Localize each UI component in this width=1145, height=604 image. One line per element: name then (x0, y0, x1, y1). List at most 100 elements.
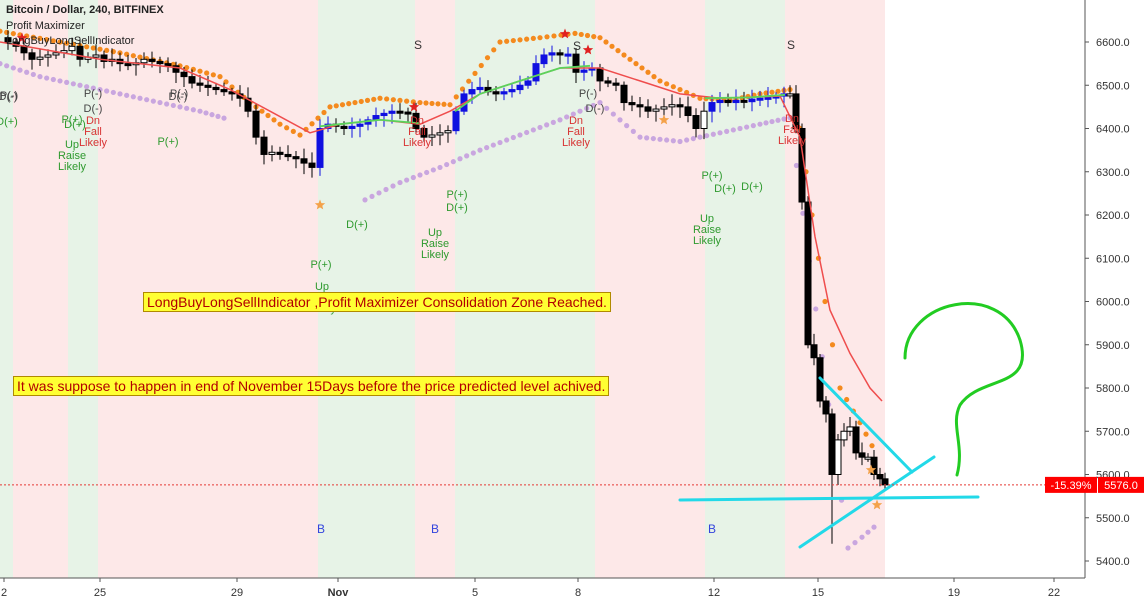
stop-dot (453, 94, 459, 100)
stop-dot (657, 136, 663, 142)
up-raise-likely-label: Up (315, 281, 329, 293)
bull-zone (455, 0, 595, 578)
candle (684, 96, 692, 123)
candle-body (881, 478, 889, 486)
indicator-label-profit-maximizer[interactable]: Profit Maximizer (6, 20, 85, 32)
candle (834, 434, 842, 486)
stop-dot (837, 385, 843, 391)
candle-body (540, 54, 548, 65)
candle-body (724, 99, 732, 104)
stop-dot (551, 33, 557, 39)
candle-body (846, 426, 854, 432)
candle-body (436, 132, 444, 136)
stop-dot (376, 190, 382, 196)
candle (516, 75, 524, 95)
buy-star-icon (314, 199, 326, 210)
candle (692, 108, 700, 138)
stop-dot (744, 124, 750, 130)
stop-dot (775, 117, 781, 123)
candle-body (612, 82, 620, 86)
candle-body (412, 112, 420, 130)
stop-dot (510, 134, 516, 141)
stop-dot (717, 130, 723, 136)
stop-dot (577, 108, 583, 114)
stop-dot (852, 540, 858, 546)
dn-fall-likely-label: Likely (403, 137, 432, 149)
candle (396, 103, 404, 120)
candle-body (652, 108, 660, 112)
candle-body (524, 80, 532, 86)
stop-dot (633, 61, 639, 67)
stop-dot (217, 74, 223, 80)
d-minus-label: D(-) (169, 91, 188, 103)
stop-dot (517, 132, 523, 138)
candle-body (798, 128, 806, 203)
stop-dot (339, 102, 346, 108)
candle-body (708, 102, 716, 112)
candle (348, 117, 356, 138)
stop-dot (30, 34, 36, 40)
stop-dot (564, 114, 570, 120)
bear-zone (415, 0, 455, 578)
candle (822, 396, 830, 423)
candle (644, 99, 652, 118)
candle-body (500, 91, 508, 95)
candle-body (20, 45, 28, 54)
candle-body (52, 52, 60, 56)
stop-dot (297, 132, 303, 138)
candle (36, 49, 44, 66)
stop-dot (470, 150, 476, 156)
stop-dot (597, 99, 603, 106)
stop-dot (490, 142, 496, 148)
d-plus-label: D(+) (741, 181, 763, 193)
candle-body (276, 151, 284, 155)
candle-body (148, 58, 156, 62)
candle (636, 97, 644, 118)
candle-body (308, 162, 316, 168)
stop-dot (730, 127, 736, 133)
resistance-line (818, 376, 914, 474)
stop-dot (50, 38, 56, 44)
stop-dot (597, 35, 603, 41)
stop-dot (137, 54, 143, 60)
candle-body (572, 53, 580, 73)
stop-dot (845, 545, 851, 551)
candle-body (36, 56, 44, 60)
stop-dot (644, 135, 650, 141)
stop-dot (204, 70, 210, 76)
candle-body (556, 52, 564, 56)
stop-dot (697, 134, 703, 140)
dn-fall-likely-label: Fall (408, 126, 426, 138)
p-plus-label: P(+) (310, 259, 331, 271)
stop-dot (97, 46, 103, 52)
stop-dot (10, 65, 16, 71)
candle-body (244, 97, 252, 112)
candle (804, 196, 812, 349)
time-tick-label: 15 (812, 587, 824, 599)
candle (700, 101, 708, 140)
candle (810, 333, 818, 366)
candle (724, 93, 732, 107)
candle-body (68, 45, 76, 52)
stop-dot (537, 124, 543, 131)
stop-dot (657, 78, 663, 84)
stop-dot (484, 145, 490, 151)
stop-dot (190, 107, 196, 113)
candle-body (340, 125, 348, 130)
question-mark-drawing (903, 302, 1024, 477)
price-tick-label: 6200.0 (1096, 210, 1130, 222)
p-minus-label: P(-) (579, 88, 597, 100)
stop-dot (369, 193, 375, 200)
indicator-label-longbuylongsell[interactable]: LongBuyLongSellIndicator (6, 35, 135, 47)
signal-labels: UpRaiseLikelyUpRaiseLikelyUpRaiseLikelyU… (0, 38, 807, 536)
candle-body (292, 156, 300, 160)
price-tick-label: 6600.0 (1096, 37, 1130, 49)
candle-body (252, 110, 260, 138)
stop-dot (362, 197, 368, 203)
candle-body (388, 110, 396, 114)
stop-dot (404, 98, 410, 104)
candle (268, 145, 276, 162)
buy-marker: B (431, 522, 439, 536)
candle (858, 442, 866, 466)
